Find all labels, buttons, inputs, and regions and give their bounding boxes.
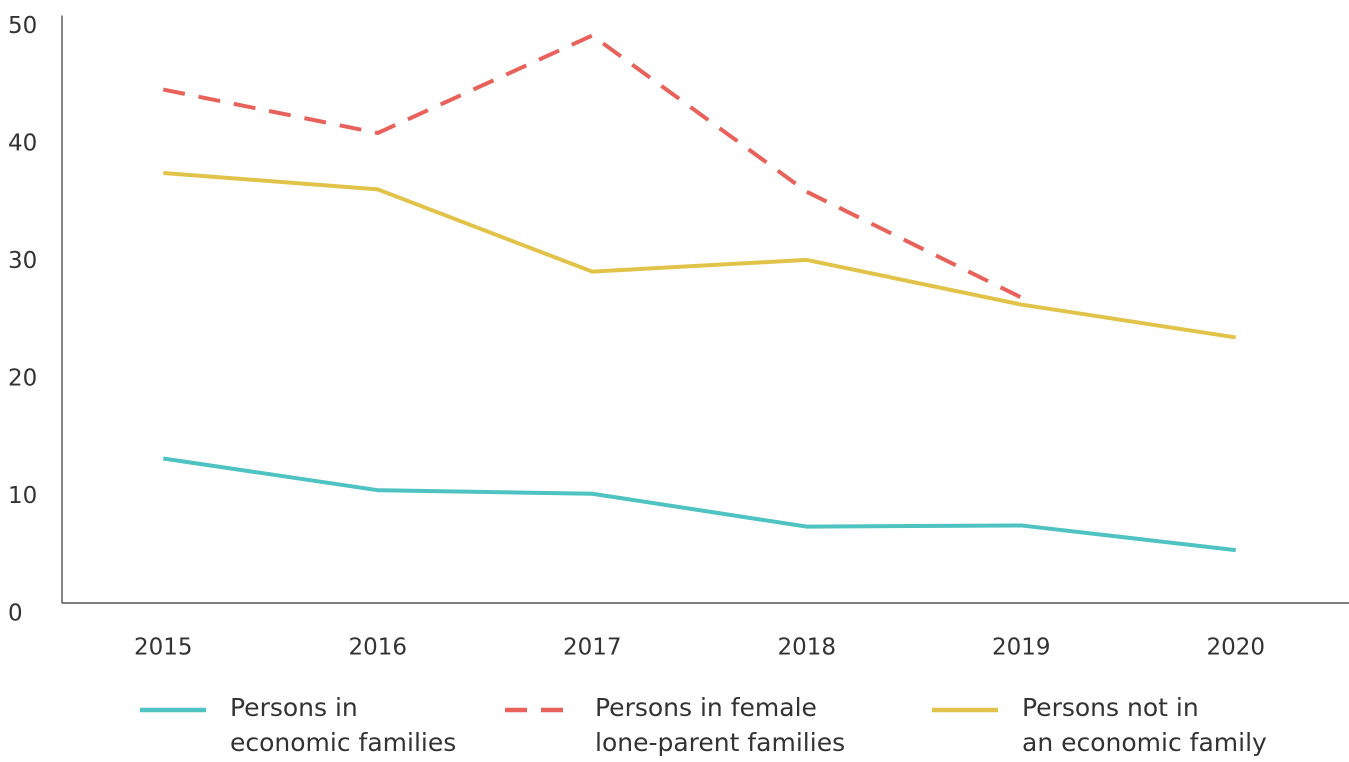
line [163,170,1237,340]
y-tick-label: 10 [8,483,37,509]
y-tick-label: 20 [8,366,37,392]
x-tick-label: 2019 [992,635,1051,661]
line [162,33,1023,300]
x-tick-label: 2017 [563,635,622,661]
legend-label: Persons in female lone-parent families [595,693,846,757]
legend-label: Persons in economic families [230,693,457,757]
x-tick-label: 2020 [1206,635,1265,661]
legend-label: Persons not in an economic family [1022,693,1267,757]
line [162,456,1236,553]
x-tick-label: 2015 [134,635,193,661]
y-tick-label: 50 [8,13,37,39]
y-tick-label: 30 [8,248,37,274]
y-tick-label: 0 [8,601,23,627]
x-tick-label: 2016 [348,635,407,661]
y-tick-label: 40 [8,131,37,157]
x-tick-label: 2018 [777,635,836,661]
